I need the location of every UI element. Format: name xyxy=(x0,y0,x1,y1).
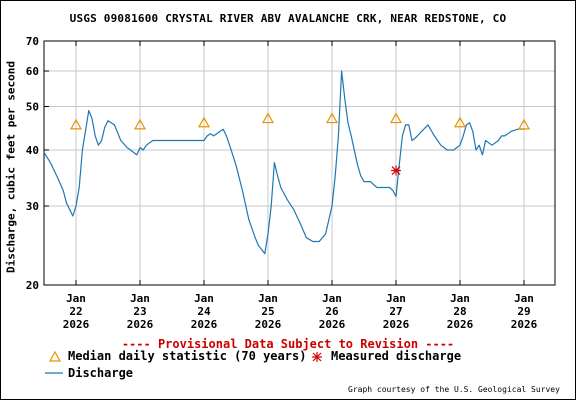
x-tick-label: 2026 xyxy=(319,318,346,331)
x-tick-label: Jan xyxy=(386,292,406,305)
x-tick-label: Jan xyxy=(194,292,214,305)
x-tick-label: 2026 xyxy=(191,318,218,331)
chart-title: USGS 09081600 CRYSTAL RIVER ABV AVALANCH… xyxy=(69,12,507,25)
measured-marker-stroke xyxy=(391,166,401,175)
median-marker xyxy=(517,118,531,130)
x-tick-label: 27 xyxy=(389,305,402,318)
x-tick-label: 26 xyxy=(325,305,339,318)
legend-median-label: Median daily statistic (70 years) xyxy=(68,349,307,363)
x-tick-label: 2026 xyxy=(447,318,474,331)
x-tick-label: 2026 xyxy=(383,318,410,331)
x-tick-label: 2026 xyxy=(63,318,90,331)
x-tick-label: 29 xyxy=(517,305,530,318)
median-marker xyxy=(453,116,467,128)
plot-border xyxy=(43,40,556,286)
legend-discharge-label: Discharge xyxy=(68,366,134,380)
median-marker xyxy=(261,112,275,124)
median-marker xyxy=(69,118,83,130)
legend-median-icon xyxy=(48,350,62,362)
y-tick-label: 20 xyxy=(26,279,39,292)
y-tick-label: 70 xyxy=(26,35,39,48)
x-tick-label: Jan xyxy=(514,292,534,305)
median-marker xyxy=(197,116,211,128)
provisional-note: ---- Provisional Data Subject to Revisio… xyxy=(121,337,455,351)
x-tick-label: 28 xyxy=(453,305,466,318)
credit-text: Graph courtesy of the U.S. Geological Su… xyxy=(348,385,560,394)
median-marker xyxy=(389,112,403,124)
x-tick-label: Jan xyxy=(450,292,470,305)
x-tick-label: 2026 xyxy=(255,318,282,331)
legend-measured-label: Measured discharge xyxy=(331,349,462,363)
x-tick-label: 22 xyxy=(69,305,82,318)
x-tick-label: Jan xyxy=(130,292,150,305)
x-tick-label: 2026 xyxy=(511,318,538,331)
x-tick-label: 25 xyxy=(261,305,274,318)
measured-marker xyxy=(391,165,401,176)
discharge-line xyxy=(43,70,524,255)
x-tick-label: Jan xyxy=(66,292,86,305)
x-tick-label: 2026 xyxy=(127,318,154,331)
y-tick-label: 50 xyxy=(26,101,39,114)
median-marker xyxy=(133,118,147,130)
measured-marker-stroke xyxy=(312,352,322,362)
x-tick-label: 24 xyxy=(197,305,211,318)
x-tick-label: Jan xyxy=(322,292,342,305)
legend-measured-icon xyxy=(312,352,322,362)
x-tick-label: 23 xyxy=(133,305,146,318)
y-tick-label: 40 xyxy=(26,144,39,157)
y-tick-label: 30 xyxy=(26,200,39,213)
median-marker xyxy=(325,112,339,124)
y-tick-label: 60 xyxy=(26,65,39,78)
x-tick-label: Jan xyxy=(258,292,278,305)
